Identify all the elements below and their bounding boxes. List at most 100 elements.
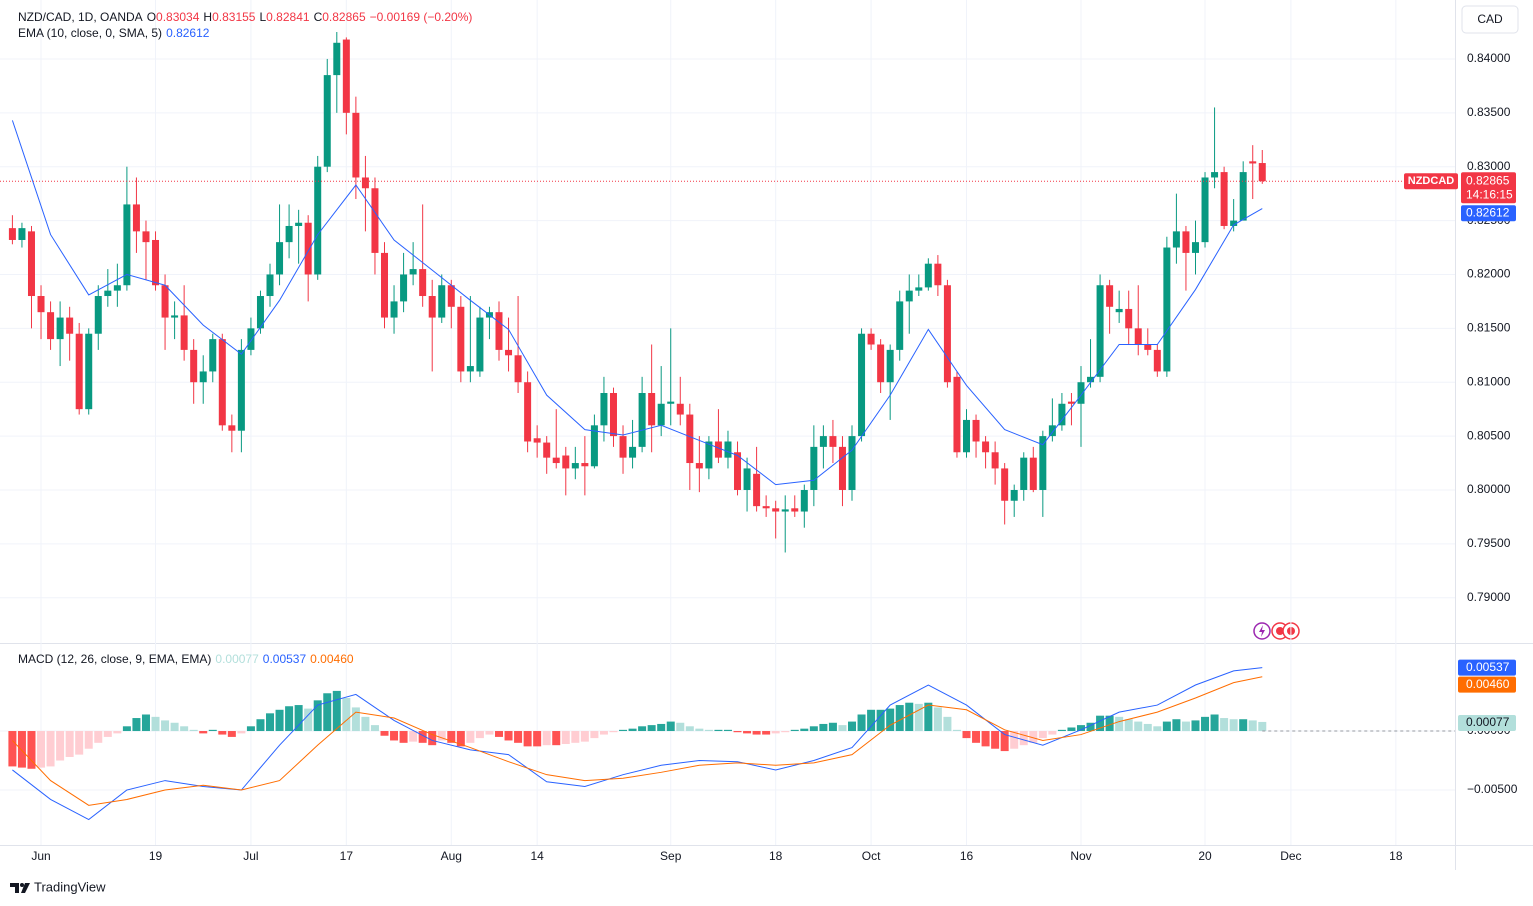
candle-body: [791, 508, 799, 512]
y-tick-label: 0.80000: [1467, 482, 1511, 496]
histogram-bar: [1096, 715, 1105, 732]
histogram-bar: [180, 726, 189, 732]
histogram-bar: [475, 731, 484, 739]
histogram-bar: [323, 693, 332, 732]
candle-body: [934, 263, 942, 286]
candle-body: [734, 452, 742, 490]
candle-body: [886, 349, 894, 383]
candle-body: [1153, 349, 1161, 372]
candle-body: [400, 274, 408, 302]
candle-body: [867, 333, 875, 345]
candle-body: [1010, 489, 1018, 501]
candle-body: [190, 349, 198, 383]
histogram-bar: [733, 731, 742, 733]
histogram-bar: [256, 719, 265, 732]
last-price-box: [1461, 172, 1516, 204]
candle-body: [218, 339, 226, 426]
histogram-bar: [332, 690, 341, 732]
candle-body: [199, 371, 207, 383]
candle-body: [1058, 403, 1066, 426]
histogram-bar: [170, 722, 179, 732]
brand-name[interactable]: TradingView: [34, 879, 106, 894]
candle-body: [629, 446, 637, 458]
candle-body: [1172, 231, 1180, 248]
histogram-bar: [723, 729, 732, 732]
histogram-bar: [743, 731, 752, 734]
candle-body: [171, 315, 179, 318]
candle-body: [810, 446, 818, 490]
candle-body: [877, 344, 885, 383]
candle-body: [123, 204, 131, 286]
flag-icon: [1276, 627, 1284, 635]
x-tick-label: 18: [769, 849, 783, 863]
logo-dot: [20, 883, 24, 887]
candle-body: [858, 333, 866, 437]
candle-body: [619, 436, 627, 458]
histogram-bar: [1019, 731, 1028, 746]
axis-labels: Jun 19 Jul 17 Aug 14 Sep 18 Oct 16 Nov 20 Dec 18 0.790…: [31, 51, 1517, 863]
candle-body: [323, 75, 331, 167]
histogram-bar: [113, 731, 122, 734]
candle-body: [27, 231, 35, 297]
histogram-bar: [504, 731, 513, 741]
countdown-label: 14:16:15: [1466, 187, 1513, 201]
candle-body: [266, 274, 274, 297]
histogram-bar: [828, 722, 837, 732]
macd-value-label: 0.00537: [1466, 660, 1510, 674]
candle-body: [571, 463, 579, 469]
candle-body: [552, 457, 560, 464]
candle-body: [75, 333, 83, 410]
currency-label[interactable]: CAD: [1477, 12, 1503, 26]
x-tick-label: Nov: [1070, 849, 1091, 863]
histogram-bar: [1248, 720, 1257, 732]
candle-body: [1182, 231, 1190, 253]
candle-body: [676, 403, 684, 415]
histogram-bar: [1076, 725, 1085, 732]
event-icons[interactable]: [1253, 622, 1300, 640]
histogram-bar: [619, 729, 628, 732]
candle-body: [753, 473, 761, 507]
histogram-bar: [399, 731, 408, 743]
x-tick-label: 20: [1198, 849, 1212, 863]
marks: [0, 32, 1455, 821]
x-tick-label: Oct: [862, 849, 881, 863]
histogram-bar: [189, 729, 198, 732]
candle-body: [533, 438, 541, 443]
histogram-bar: [781, 731, 790, 733]
candle-body: [419, 269, 427, 297]
candle-body: [66, 317, 74, 334]
candle-body: [991, 452, 999, 469]
candle-body: [1125, 308, 1133, 329]
candle-body: [256, 296, 264, 329]
histogram-bar: [218, 731, 227, 735]
histogram-bar: [1010, 731, 1019, 749]
candle-body: [714, 441, 722, 458]
histogram-bar: [1134, 721, 1143, 732]
candle-body: [1001, 468, 1009, 501]
currency-button[interactable]: [1461, 5, 1519, 34]
candle-body: [724, 441, 732, 458]
candle-body: [56, 317, 64, 340]
histogram-value: 0.00077: [215, 652, 259, 666]
histogram-bar: [914, 703, 923, 732]
histogram-bar: [141, 714, 150, 732]
histogram-bar: [56, 731, 65, 761]
candle-body: [142, 231, 150, 243]
histogram-bar: [351, 707, 360, 732]
ohlc-prefix: L: [259, 10, 267, 24]
histogram-bar: [1162, 721, 1171, 732]
histogram-bar: [246, 726, 255, 732]
candle-body: [113, 285, 121, 291]
histogram-bar: [523, 731, 532, 747]
candle-body: [1191, 242, 1199, 253]
histogram-bar: [666, 721, 675, 732]
candle-body: [524, 382, 532, 442]
candle-body: [457, 306, 465, 372]
candle-body: [829, 436, 837, 447]
brand-logo[interactable]: [10, 883, 30, 893]
macd-value-box: [1458, 715, 1516, 732]
symbol-legend: NZD/CAD, 1D, OANDA O0.83034 H0.83155 L0.828…: [18, 10, 476, 24]
histogram-bar: [285, 706, 294, 732]
histogram-bar: [418, 731, 427, 743]
histogram-bar: [905, 702, 914, 732]
